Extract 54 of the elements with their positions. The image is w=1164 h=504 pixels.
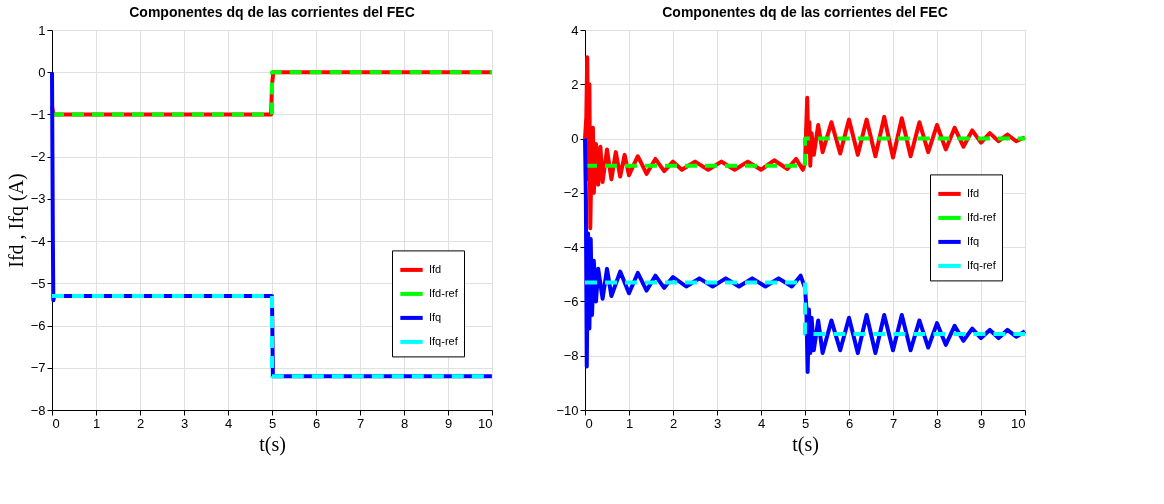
x-tick-label: 2 xyxy=(669,415,678,431)
x-tick-label: 2 xyxy=(136,415,145,431)
x-tick-label: 1 xyxy=(92,415,101,431)
x-tick-label: 5 xyxy=(801,415,810,431)
x-tick-label: 0 xyxy=(585,415,593,431)
x-tick-label: 10 xyxy=(478,415,493,431)
chart-title: Componentes dq de las corrientes del FEC xyxy=(662,4,948,20)
y-tick-label: −10 xyxy=(556,402,579,418)
x-tick-label: 8 xyxy=(933,415,942,431)
legend-label: Ifd-ref xyxy=(429,286,459,299)
chart-title: Componentes dq de las corrientes del FEC xyxy=(129,4,415,20)
y-tick-label: −6 xyxy=(30,318,46,334)
legend-label: Ifd xyxy=(429,262,442,275)
y-tick-label: 0 xyxy=(571,131,579,147)
x-axis-title: t(s) xyxy=(792,432,819,456)
legend-label: Ifq-ref xyxy=(967,258,997,271)
x-tick-label: 4 xyxy=(224,415,233,431)
y-tick-label: −1 xyxy=(30,106,46,122)
y-tick-label: −6 xyxy=(563,293,579,309)
x-tick-label: 10 xyxy=(1011,415,1026,431)
y-tick-label: −2 xyxy=(563,185,579,201)
x-tick-label: 0 xyxy=(52,415,60,431)
y-tick-label: −4 xyxy=(563,239,579,255)
x-tick-label: 6 xyxy=(845,415,854,431)
y-tick-label: 4 xyxy=(571,22,579,38)
y-tick-label: −7 xyxy=(30,360,46,376)
x-tick-label: 3 xyxy=(180,415,189,431)
y-tick-label: −8 xyxy=(563,348,579,364)
x-tick-label: 1 xyxy=(625,415,634,431)
legend-label: Ifd-ref xyxy=(967,210,997,223)
x-axis-title: t(s) xyxy=(259,432,286,456)
y-tick-label: −2 xyxy=(30,149,46,165)
line-series xyxy=(583,55,1027,231)
x-tick-label: 6 xyxy=(312,415,321,431)
legend-label: Ifq-ref xyxy=(429,334,459,347)
x-tick-label: 9 xyxy=(977,415,986,431)
x-tick-label: 9 xyxy=(444,415,453,431)
x-tick-label: 7 xyxy=(889,415,898,431)
y-axis-title: Ifd , Ifq (A) xyxy=(4,173,28,268)
legend-label: Ifq xyxy=(429,310,442,323)
y-tick-label: 1 xyxy=(38,22,46,38)
y-tick-label: 0 xyxy=(38,64,46,80)
legend-label: Ifd xyxy=(967,186,980,199)
y-tick-label: −8 xyxy=(30,402,46,418)
x-tick-label: 4 xyxy=(757,415,766,431)
legend-label: Ifq xyxy=(967,234,980,247)
x-tick-label: 7 xyxy=(356,415,365,431)
y-tick-label: 2 xyxy=(571,76,579,92)
x-tick-label: 5 xyxy=(268,415,277,431)
y-tick-label: −5 xyxy=(30,275,46,291)
y-tick-label: −3 xyxy=(30,191,46,207)
y-tick-label: −4 xyxy=(30,233,46,249)
x-tick-label: 8 xyxy=(400,415,409,431)
x-tick-label: 3 xyxy=(713,415,722,431)
